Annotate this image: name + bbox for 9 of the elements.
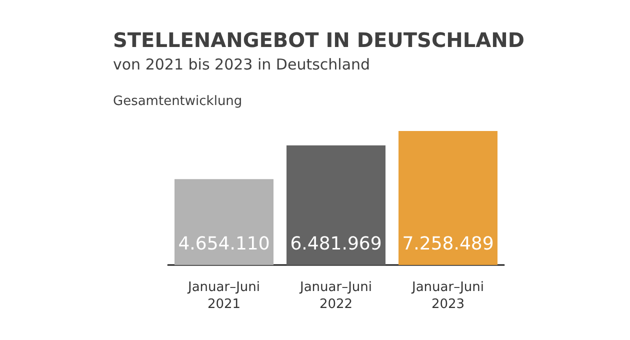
x-tick-label: Januar–Juni 2022 xyxy=(298,280,372,312)
chart-subtitle: von 2021 bis 2023 in Deutschland xyxy=(113,56,370,74)
data-label: 4.654.110 xyxy=(178,234,270,254)
text: Gesamtentwicklung xyxy=(113,94,242,109)
chart-title: STELLENANGEBOT IN DEUTSCHLAND xyxy=(113,28,524,52)
data-label: 6.481.969 xyxy=(290,234,382,254)
x-tick-label: Januar–Juni 2023 xyxy=(410,280,484,312)
x-tick-label: Januar–Juni 2021 xyxy=(186,280,260,312)
data-label: 7.258.489 xyxy=(402,234,494,254)
